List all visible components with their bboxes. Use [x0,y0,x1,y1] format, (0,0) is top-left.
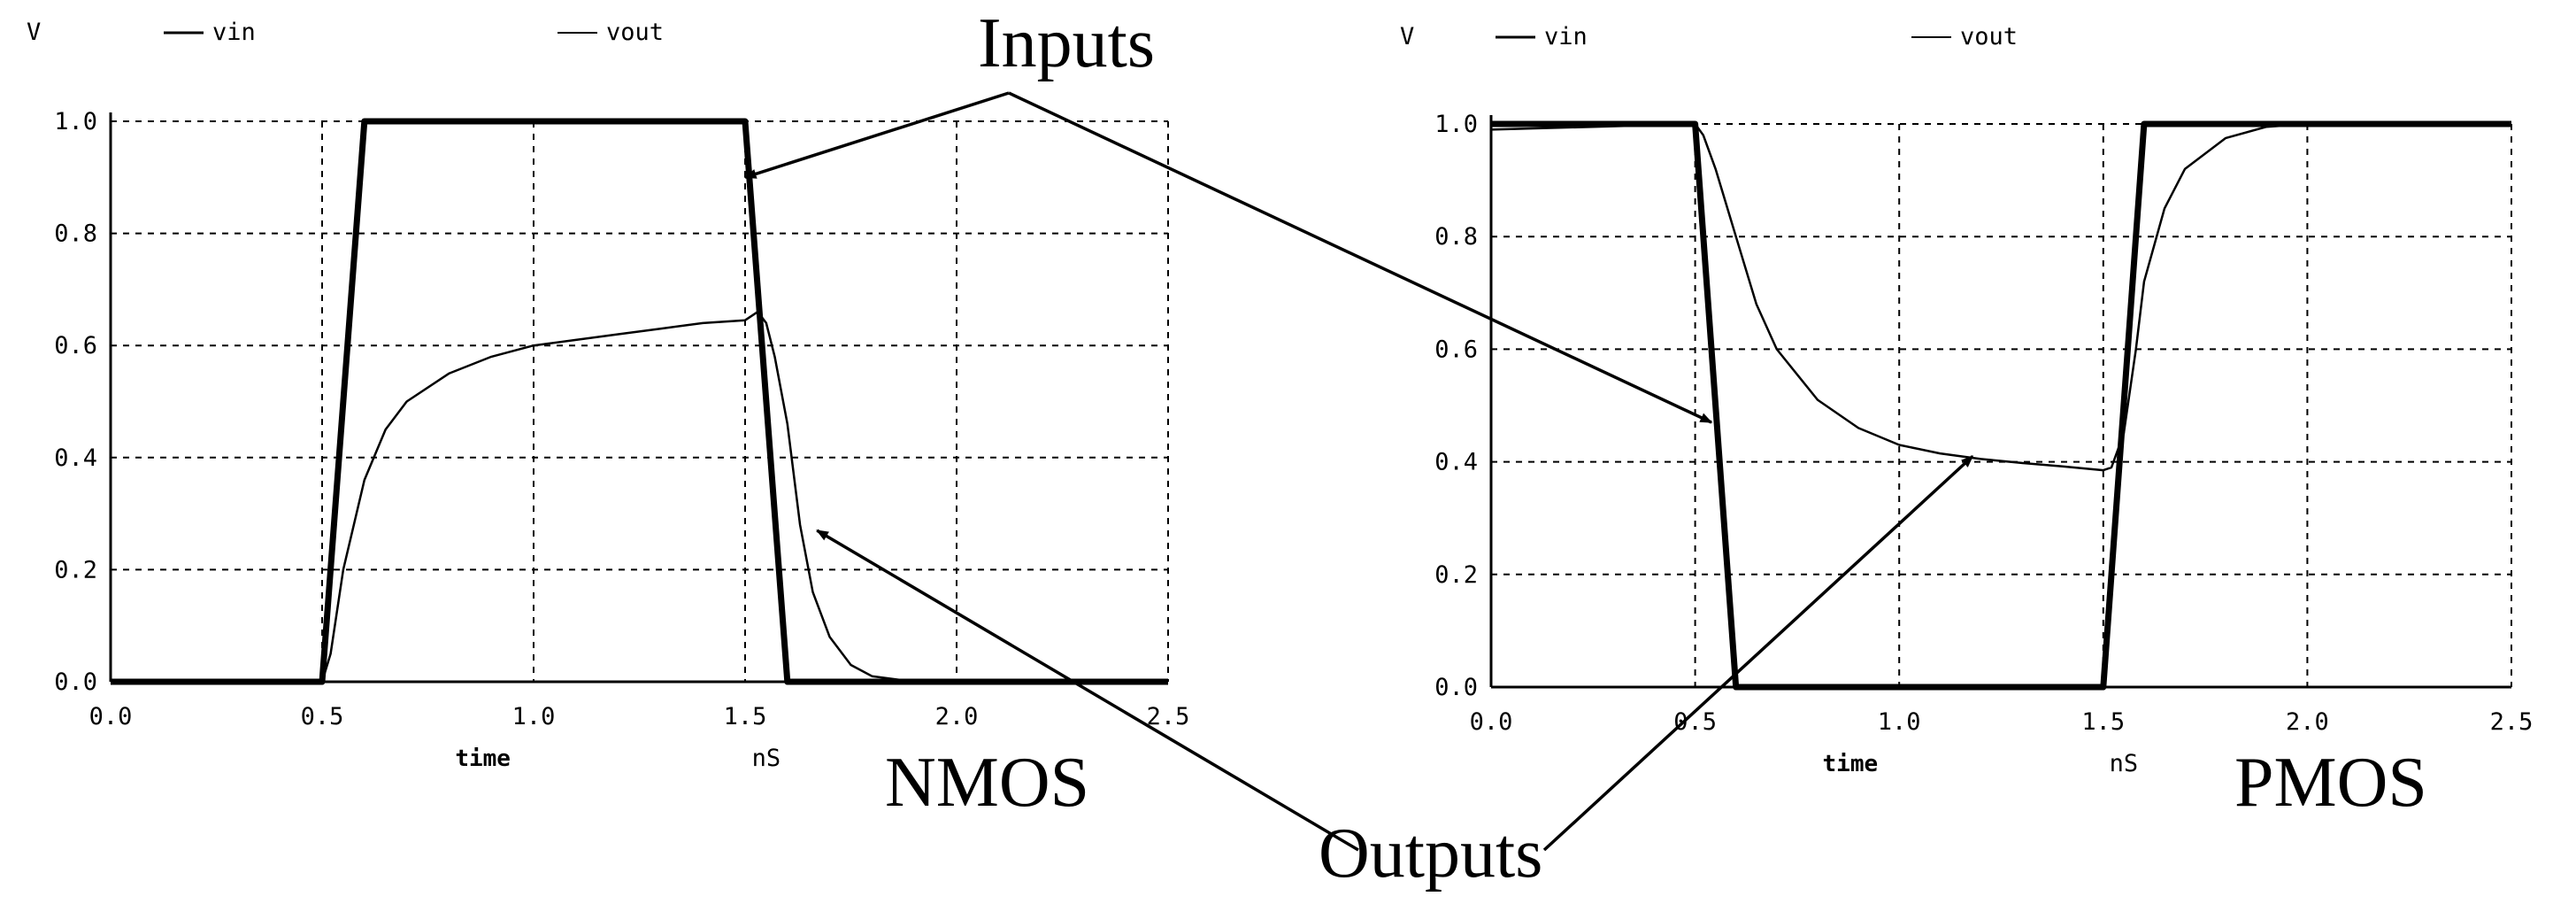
x-tick-label: 2.5 [1147,703,1190,730]
y-tick-label: 0.6 [54,332,97,359]
series-line-vin [1491,120,2511,691]
x-unit-label: nS [2110,750,2139,777]
x-tick-label: 0.0 [89,703,133,730]
inputs-arrow-nmos [743,91,1010,179]
inputs-arrow-pmos [1008,91,1713,424]
x-tick-label: 1.5 [2081,708,2125,736]
y-tick-label: 0.2 [1434,561,1478,589]
legend-label-vin: vin [1544,23,1588,50]
device-label-pmos: PMOS [2234,744,2427,822]
device-label-nmos: NMOS [885,744,1089,822]
inputs-label: Inputs [978,4,1155,82]
x-tick-label: 0.0 [1470,708,1513,736]
x-axis-title: time [455,746,511,772]
y-tick-label: 0.0 [1434,674,1478,701]
y-unit-label: V [1400,23,1414,50]
y-tick-label: 0.6 [1434,336,1478,363]
y-tick-label: 0.4 [1434,449,1478,476]
y-tick-label: 0.8 [54,220,97,248]
legend-label-vout: vout [606,19,664,46]
annotations: Inputs Outputs [743,4,1974,892]
pmos-plot: 0.0 0.5 1.0 1.5 2.0 2.50.00.20.40.60.81.0Vtim… [1400,23,2533,822]
y-tick-label: 0.2 [54,556,97,583]
legend-label-vin: vin [212,19,256,46]
series-line-vin [111,118,1168,685]
series-line-vout [1490,122,2511,472]
outputs-arrow-pmos [1542,454,1974,852]
y-unit-label: V [27,19,41,46]
y-tick-label: 0.0 [54,668,97,696]
outputs-label: Outputs [1319,815,1542,892]
y-tick-label: 1.0 [54,108,97,135]
x-tick-label: 2.0 [935,703,979,730]
y-tick-label: 1.0 [1434,111,1478,138]
outputs-arrow-nmos [816,529,1359,852]
nmos-plot: 0.0 0.5 1.0 1.5 2.0 2.5 0.0 0.2 0.4 0.6 0.8 1.0 Vtim… [27,19,1189,822]
series-line-vout [111,310,1168,684]
x-unit-label: nS [752,745,781,772]
x-tick-label: 1.0 [512,703,556,730]
y-tick-label: 0.4 [54,444,97,472]
x-tick-label: 0.5 [301,703,344,730]
x-axis-title: time [1823,751,1879,777]
x-tick-label: 1.0 [1878,708,1921,736]
legend-label-vout: vout [1960,23,2018,50]
x-tick-label: 2.0 [2286,708,2329,736]
y-tick-label: 0.8 [1434,223,1478,251]
x-tick-label: 2.5 [2490,708,2534,736]
x-tick-label: 1.5 [724,703,767,730]
